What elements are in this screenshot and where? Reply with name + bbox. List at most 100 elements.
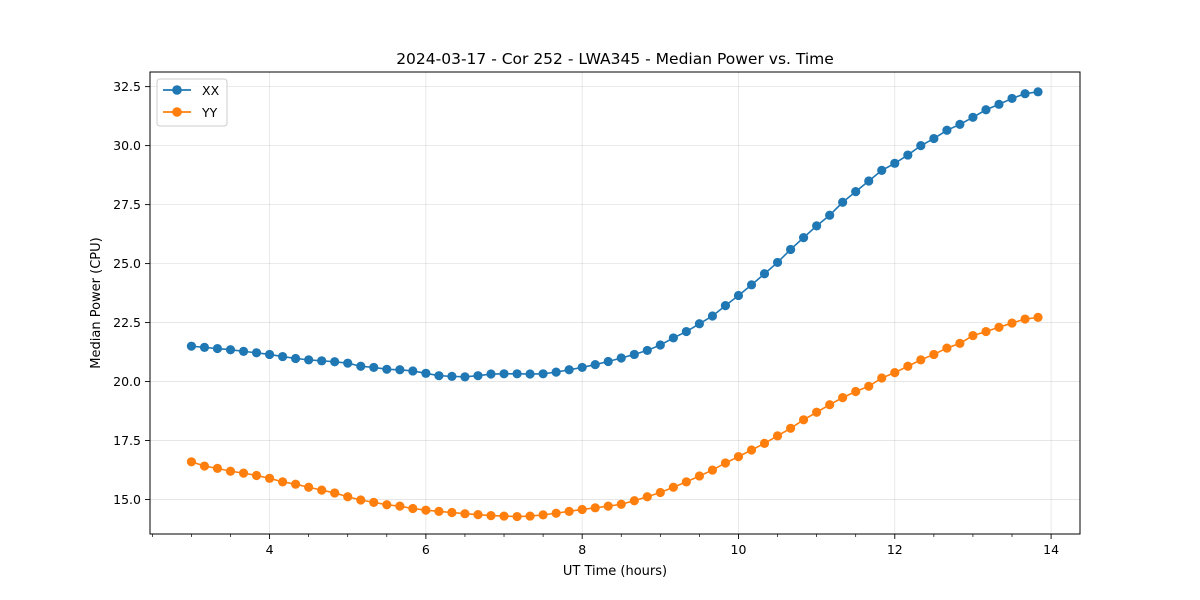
data-point-xx	[251, 348, 262, 358]
data-point-xx	[278, 351, 288, 362]
series-xx	[186, 87, 1043, 382]
y-tick-label: 32.5	[113, 79, 141, 94]
data-point-yy	[395, 501, 405, 511]
data-point-yy	[590, 503, 600, 513]
data-point-yy	[916, 355, 926, 365]
data-point-xx	[720, 301, 731, 311]
data-point-xx	[733, 290, 744, 301]
data-point-xx	[577, 362, 587, 373]
legend[interactable]: XX YY	[156, 78, 228, 127]
y-axis-label: Median Power (CPU)	[89, 237, 104, 368]
x-axis: 4 6 8 10 12 14	[151, 534, 1059, 557]
data-point-xx	[564, 365, 574, 375]
data-point-yy	[746, 445, 757, 455]
data-point-yy	[890, 368, 900, 378]
y-tick-label: 20.0	[113, 374, 141, 389]
y-tick-label: 30.0	[113, 138, 141, 153]
data-point-xx	[460, 372, 470, 382]
data-point-yy	[343, 492, 353, 502]
data-point-yy	[603, 501, 613, 511]
data-point-yy	[525, 511, 535, 521]
data-point-yy	[251, 470, 262, 481]
data-point-xx	[212, 343, 223, 354]
x-tick-label: 14	[1043, 542, 1059, 557]
data-point-yy	[629, 496, 639, 506]
data-point-xx	[1033, 87, 1043, 97]
data-point-yy	[512, 511, 522, 522]
data-point-xx	[434, 371, 444, 381]
x-tick-label: 8	[578, 542, 586, 557]
data-point-yy	[486, 510, 496, 521]
data-point-yy	[1033, 312, 1043, 322]
y-tick-label: 17.5	[113, 433, 141, 448]
data-point-xx	[994, 99, 1004, 109]
data-point-xx	[981, 105, 991, 115]
data-point-yy	[330, 488, 340, 498]
data-point-yy	[838, 393, 848, 403]
data-point-xx	[499, 369, 509, 379]
data-point-xx	[812, 221, 822, 231]
data-point-yy	[408, 503, 418, 514]
data-point-xx	[473, 371, 483, 381]
data-point-yy	[864, 381, 874, 391]
data-point-yy	[382, 500, 392, 510]
data-point-xx	[798, 233, 809, 243]
data-point-xx	[590, 359, 600, 370]
data-point-yy	[668, 482, 678, 492]
data-point-yy	[759, 438, 770, 448]
grid	[150, 72, 1080, 534]
data-point-yy	[707, 465, 718, 475]
data-point-yy	[877, 373, 887, 383]
data-point-xx	[291, 353, 301, 364]
data-point-xx	[916, 141, 926, 151]
data-point-xx	[694, 319, 705, 329]
data-point-yy	[1007, 318, 1017, 328]
y-axis: 15.0 17.5 20.0 22.5 25.0 27.5 30.0 32.5	[113, 79, 150, 507]
data-point-xx	[877, 165, 887, 175]
data-point-xx	[382, 364, 392, 374]
data-point-yy	[981, 326, 991, 337]
data-point-yy	[655, 487, 665, 498]
x-tick-label: 10	[731, 542, 747, 557]
x-tick-label: 12	[887, 542, 903, 557]
data-point-xx	[238, 346, 249, 356]
legend-marker-yy	[172, 107, 182, 117]
data-point-yy	[447, 507, 457, 518]
data-point-xx	[851, 187, 861, 197]
data-point-xx	[356, 361, 366, 371]
data-point-xx	[929, 133, 939, 144]
series-layer	[186, 87, 1043, 522]
data-point-yy	[317, 485, 327, 495]
y-tick-label: 22.5	[113, 315, 141, 330]
data-point-yy	[186, 457, 197, 467]
data-point-xx	[264, 349, 275, 360]
data-point-xx	[343, 358, 353, 368]
data-point-yy	[212, 463, 223, 473]
data-point-yy	[369, 497, 379, 507]
data-point-xx	[199, 342, 210, 352]
data-point-yy	[460, 509, 470, 519]
legend-marker-xx	[172, 85, 182, 95]
data-point-yy	[968, 330, 978, 341]
data-point-yy	[694, 471, 705, 481]
data-point-xx	[304, 355, 314, 365]
y-tick-label: 27.5	[113, 197, 141, 212]
data-point-yy	[929, 349, 939, 360]
data-point-yy	[564, 506, 574, 516]
data-point-yy	[356, 495, 366, 505]
data-point-yy	[577, 504, 587, 515]
x-axis-label: UT Time (hours)	[563, 564, 667, 579]
data-point-xx	[629, 349, 639, 360]
data-point-yy	[786, 423, 796, 433]
data-point-yy	[1020, 314, 1030, 324]
data-point-xx	[825, 210, 835, 220]
data-point-xx	[395, 365, 405, 375]
data-point-xx	[186, 341, 197, 351]
data-point-xx	[486, 369, 496, 379]
data-point-xx	[1020, 89, 1030, 99]
data-point-xx	[864, 176, 874, 186]
legend-label-yy: YY	[201, 105, 218, 120]
data-point-yy	[616, 499, 626, 509]
data-point-yy	[733, 452, 744, 462]
data-point-yy	[681, 477, 691, 487]
